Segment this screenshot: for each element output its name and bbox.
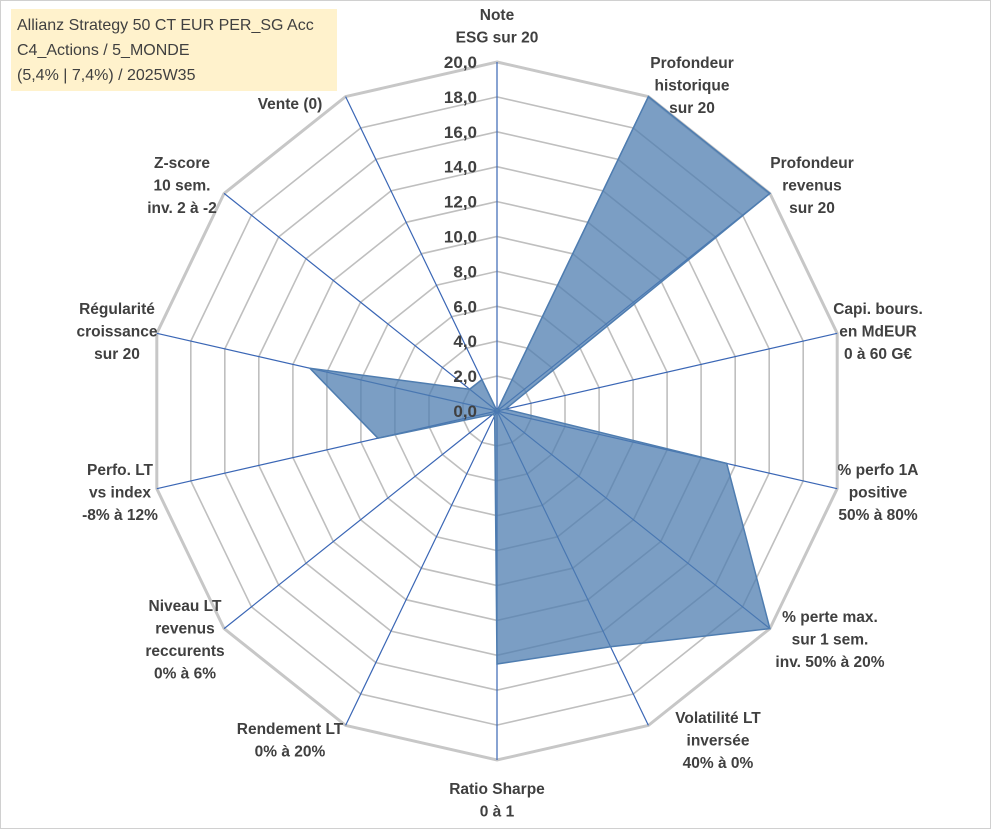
- axis-label-line: Z-score: [154, 155, 210, 172]
- axis-label: Perfo. LT vs index -8% à 12%: [82, 462, 158, 524]
- fund-info-box: Allianz Strategy 50 CT EUR PER_SG Acc C4…: [11, 9, 337, 91]
- axis-spoke: [223, 192, 498, 412]
- tick-label: 20,0: [444, 53, 477, 72]
- series-area: [307, 95, 772, 665]
- axis-label-line: Capi. bours.: [833, 301, 923, 318]
- axis-label-line: sur 20: [669, 100, 715, 117]
- tick-label: 4,0: [453, 332, 477, 351]
- tick-label: 18,0: [444, 88, 477, 107]
- axis-label-line: Rendement LT: [237, 721, 344, 738]
- axis-label-line: Profondeur: [770, 155, 854, 172]
- axis-label-line: Niveau LT: [149, 598, 222, 615]
- axis-label-line: sur 20: [789, 200, 835, 217]
- axis-label: Capi. bours. en MdEUR 0 à 60 G€: [833, 301, 923, 363]
- axis-label-line: positive: [849, 485, 908, 502]
- axis-label-line: reccurents: [145, 643, 224, 660]
- fund-performance-week: (5,4% | 7,4%) / 2025W35: [17, 67, 196, 84]
- axis-label-line: inversée: [687, 733, 750, 750]
- radial-tick-labels: 0,0 2,0 4,0 6,0 8,0 10,0 12,0 14,0 16,0 18,0 20,0: [444, 53, 477, 421]
- tick-label: 6,0: [453, 297, 477, 316]
- axis-label-line: Volatilité LT: [675, 710, 761, 727]
- axis-label: % perfo 1A positive 50% à 80%: [838, 462, 919, 524]
- tick-label: 14,0: [444, 158, 477, 177]
- axis-spoke: [223, 410, 498, 630]
- fund-name: Allianz Strategy 50 CT EUR PER_SG Acc: [17, 17, 314, 34]
- axis-spoke: [345, 96, 498, 412]
- axis-label-line: Vente (0): [258, 96, 323, 113]
- axis-label-line: 0% à 6%: [154, 666, 216, 683]
- axis-label: Rendement LT 0% à 20%: [237, 721, 344, 761]
- axis-spoke: [345, 410, 498, 726]
- axis-label-line: Note: [480, 7, 515, 24]
- tick-label: 10,0: [444, 228, 477, 247]
- axis-label: Niveau LT revenus reccurents 0% à 6%: [145, 598, 224, 683]
- axis-label-line: sur 20: [94, 346, 140, 363]
- axis-label-line: croissance: [77, 324, 158, 341]
- axis-label: Volatilité LT inversée 40% à 0%: [675, 710, 761, 772]
- axis-label-line: 50% à 80%: [838, 507, 917, 524]
- axis-label-line: Perfo. LT: [87, 462, 154, 479]
- tick-label: 16,0: [444, 123, 477, 142]
- tick-label: 12,0: [444, 193, 477, 212]
- tick-label: 2,0: [453, 367, 477, 386]
- axis-label-line: sur 1 sem.: [792, 632, 869, 649]
- axis-label-line: vs index: [89, 485, 151, 502]
- axis-label-line: 10 sem.: [154, 178, 211, 195]
- axis-label-line: revenus: [782, 178, 841, 195]
- axis-label-line: inv. 50% à 20%: [775, 654, 884, 671]
- axis-label: Z-score 10 sem. inv. 2 à -2: [147, 155, 217, 217]
- tick-label: 8,0: [453, 262, 477, 281]
- axis-label-line: inv. 2 à -2: [147, 200, 217, 217]
- fund-category: C4_Actions / 5_MONDE: [17, 42, 190, 59]
- axis-label-line: Ratio Sharpe: [449, 781, 545, 798]
- axis-label-line: 0 à 60 G€: [844, 346, 912, 363]
- radar-series: [307, 95, 772, 665]
- axis-label-line: % perte max.: [782, 609, 878, 626]
- axis-label-line: historique: [655, 78, 730, 95]
- axis-label-line: revenus: [155, 621, 214, 638]
- axis-label-line: ESG sur 20: [456, 30, 539, 47]
- axis-label: Profondeur revenus sur 20: [770, 155, 854, 217]
- axis-spoke: [496, 332, 838, 412]
- axis-label: % perte max. sur 1 sem. inv. 50% à 20%: [775, 609, 884, 671]
- axis-label-line: 0 à 1: [480, 804, 515, 821]
- axis-label-line: 40% à 0%: [683, 755, 754, 772]
- axis-label: Régularité croissance sur 20: [77, 301, 158, 363]
- axis-labels: Note ESG sur 20 Profondeur historique sur 20…: [77, 7, 923, 821]
- axis-label-line: Régularité: [79, 301, 155, 318]
- axis-label-line: -8% à 12%: [82, 507, 158, 524]
- axis-label-line: en MdEUR: [839, 324, 917, 341]
- axis-label: Profondeur historique sur 20: [650, 55, 734, 117]
- axis-label: Ratio Sharpe 0 à 1: [449, 781, 545, 821]
- axis-label-line: 0% à 20%: [255, 744, 326, 761]
- axis-label-line: % perfo 1A: [838, 462, 919, 479]
- axis-label: Note ESG sur 20: [456, 7, 539, 47]
- axis-label-line: Profondeur: [650, 55, 734, 72]
- tick-label: 0,0: [453, 402, 477, 421]
